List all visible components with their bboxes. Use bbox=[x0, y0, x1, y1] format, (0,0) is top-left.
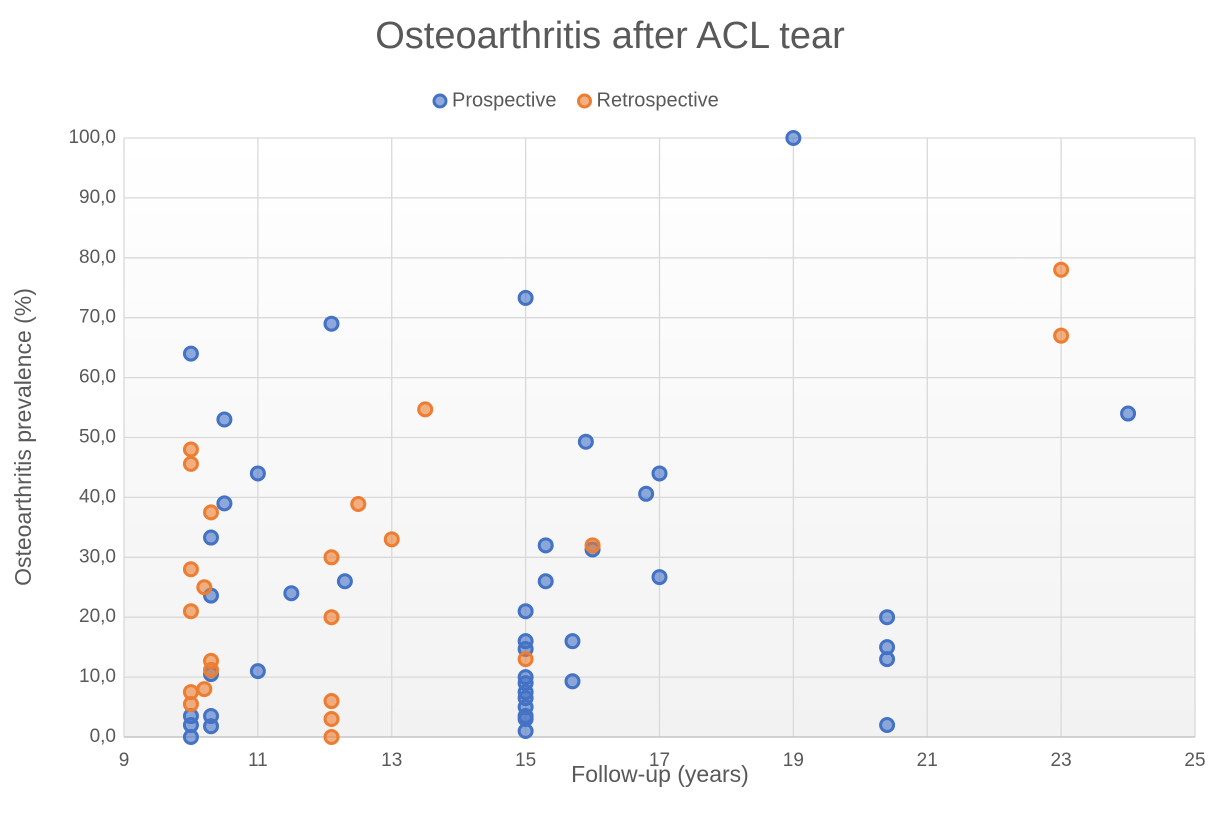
point bbox=[323, 711, 340, 728]
x-tick-label: 15 bbox=[515, 750, 536, 771]
y-tick-label: 20,0 bbox=[79, 606, 116, 627]
point bbox=[564, 673, 581, 690]
point bbox=[182, 441, 199, 458]
point bbox=[350, 495, 367, 512]
x-tick-label: 19 bbox=[783, 750, 804, 771]
x-tick-label: 17 bbox=[649, 750, 670, 771]
point bbox=[203, 661, 220, 678]
point bbox=[584, 537, 601, 554]
point bbox=[517, 651, 534, 668]
point bbox=[323, 609, 340, 626]
legend-label: Prospective bbox=[452, 89, 557, 111]
x-axis-title: Follow-up (years) bbox=[571, 761, 749, 787]
point bbox=[196, 681, 213, 698]
point bbox=[249, 663, 266, 680]
point bbox=[216, 495, 233, 512]
point bbox=[564, 633, 581, 650]
x-tick-label: 25 bbox=[1184, 750, 1205, 771]
y-tick-label: 60,0 bbox=[79, 367, 116, 388]
x-tick-label: 23 bbox=[1051, 750, 1072, 771]
y-tick-label: 70,0 bbox=[79, 307, 116, 328]
y-axis-title: Osteoarthritis prevalence (%) bbox=[10, 288, 36, 586]
point bbox=[196, 579, 213, 596]
point bbox=[537, 573, 554, 590]
x-tick-label: 11 bbox=[248, 750, 268, 771]
point bbox=[182, 603, 199, 620]
point bbox=[182, 696, 199, 713]
chart-title: Osteoarthritis after ACL tear bbox=[375, 15, 845, 57]
point bbox=[785, 130, 802, 146]
point bbox=[203, 504, 220, 521]
point bbox=[283, 585, 300, 602]
point bbox=[249, 465, 266, 482]
point bbox=[517, 603, 534, 620]
point bbox=[216, 411, 233, 428]
point bbox=[203, 529, 220, 546]
point bbox=[651, 569, 668, 586]
point bbox=[651, 465, 668, 482]
point bbox=[182, 561, 199, 578]
point bbox=[879, 717, 896, 734]
y-tick-label: 100,0 bbox=[68, 127, 116, 148]
y-tick-label: 40,0 bbox=[79, 486, 116, 507]
legend-marker bbox=[577, 93, 592, 109]
point bbox=[1120, 405, 1137, 422]
point bbox=[638, 485, 655, 502]
point bbox=[203, 718, 220, 735]
point bbox=[1053, 261, 1070, 278]
point bbox=[1053, 327, 1070, 344]
point bbox=[336, 573, 353, 590]
point bbox=[182, 455, 199, 472]
point bbox=[517, 723, 534, 740]
y-tick-label: 10,0 bbox=[79, 666, 116, 687]
x-tick-label: 21 bbox=[917, 750, 938, 771]
point bbox=[879, 651, 896, 668]
legend-label: Retrospective bbox=[597, 89, 719, 111]
y-tick-label: 80,0 bbox=[79, 247, 116, 268]
point bbox=[182, 345, 199, 362]
point bbox=[417, 401, 434, 418]
y-tick-label: 90,0 bbox=[79, 187, 116, 208]
point bbox=[879, 609, 896, 626]
point bbox=[577, 433, 594, 450]
point bbox=[323, 549, 340, 566]
point bbox=[323, 729, 340, 745]
point bbox=[517, 289, 534, 306]
point bbox=[537, 537, 554, 554]
point bbox=[383, 531, 400, 548]
y-tick-label: 50,0 bbox=[79, 427, 116, 448]
y-tick-label: 0,0 bbox=[90, 726, 116, 747]
legend-marker bbox=[432, 93, 448, 109]
x-tick-label: 9 bbox=[119, 750, 130, 771]
point bbox=[323, 315, 340, 332]
x-tick-label: 13 bbox=[381, 750, 402, 771]
point bbox=[323, 693, 340, 710]
y-tick-label: 30,0 bbox=[79, 546, 116, 567]
